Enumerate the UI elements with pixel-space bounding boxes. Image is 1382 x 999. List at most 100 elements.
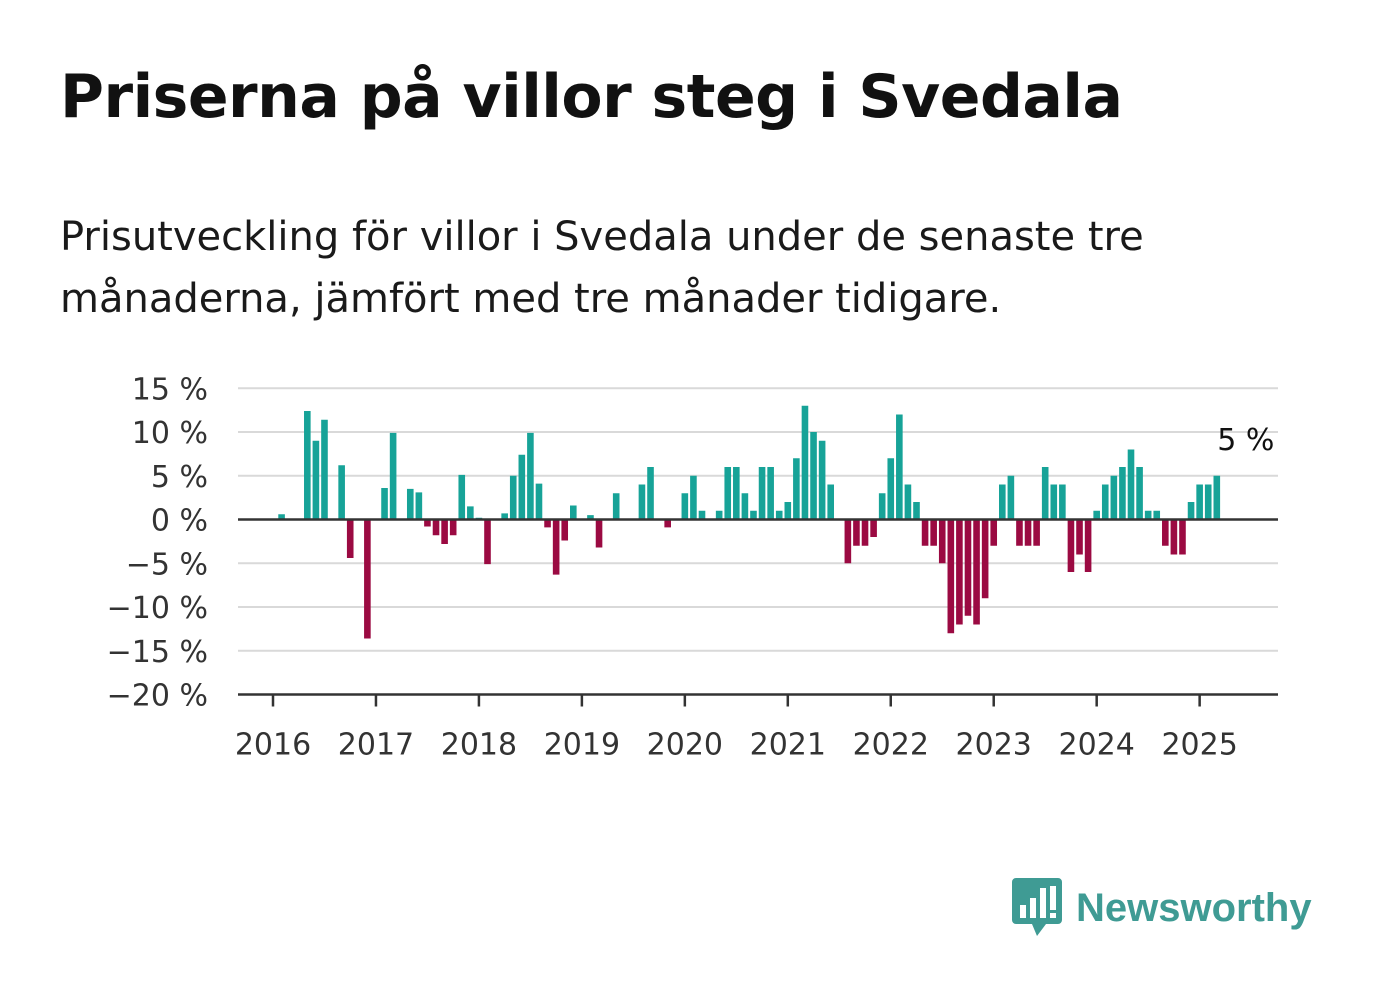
bar — [406, 488, 414, 520]
x-tick-label: 2017 — [338, 728, 414, 763]
bar — [1153, 510, 1161, 520]
bar — [1144, 510, 1152, 520]
bar — [389, 432, 397, 520]
bar — [1033, 519, 1040, 546]
bar — [724, 467, 732, 520]
bar — [424, 519, 431, 527]
axes — [238, 518, 1278, 707]
bar — [741, 493, 749, 520]
bar — [827, 484, 834, 520]
bar — [715, 510, 723, 520]
bar — [501, 513, 508, 520]
bar — [767, 467, 774, 520]
bar — [1067, 519, 1075, 572]
bar — [698, 510, 706, 520]
bar — [278, 514, 285, 520]
bar — [844, 519, 852, 564]
bar — [1170, 519, 1178, 555]
bar — [1050, 484, 1058, 520]
bar — [981, 519, 989, 599]
y-tick-label: −20 % — [107, 679, 208, 714]
x-tick-label: 2021 — [750, 728, 826, 763]
bar — [973, 519, 980, 625]
bar — [415, 492, 423, 520]
bar — [449, 519, 457, 536]
bar — [930, 519, 937, 546]
bar — [938, 519, 946, 564]
bar — [1016, 519, 1023, 546]
bar — [518, 454, 526, 520]
y-tick-label: 10 % — [132, 416, 208, 451]
bar — [947, 519, 955, 634]
bar — [312, 440, 320, 520]
x-tick-label: 2023 — [956, 728, 1032, 763]
bar — [1187, 502, 1195, 520]
bar — [509, 475, 517, 520]
bar — [793, 458, 800, 520]
bar — [921, 519, 929, 546]
bar — [1204, 484, 1212, 520]
bar — [690, 475, 697, 520]
bar — [1007, 475, 1015, 520]
bar — [595, 519, 603, 548]
bar — [681, 493, 689, 520]
y-tick-label: −5 % — [126, 547, 208, 582]
bar — [775, 510, 783, 520]
bar — [1041, 467, 1049, 520]
bar — [999, 484, 1006, 520]
bar — [758, 467, 766, 520]
bar — [535, 483, 543, 520]
newsworthy-logo-icon — [1012, 878, 1062, 936]
last-value-annotation: 5 % — [1217, 423, 1274, 458]
bar — [1162, 519, 1169, 546]
bar — [733, 467, 740, 520]
bar — [904, 484, 912, 520]
bar — [801, 405, 809, 520]
bar — [870, 519, 877, 537]
bar — [1196, 484, 1203, 520]
bar — [1127, 449, 1135, 520]
bar — [587, 515, 594, 520]
bar — [1101, 484, 1109, 520]
chart-subtitle: Prisutveckling för villor i Svedala unde… — [60, 214, 1144, 322]
bar — [458, 474, 466, 520]
bar — [878, 493, 886, 520]
x-tick-labels: 2016 2017 2018 2019 2020 2021 2022 2023 2024 2025 — [235, 728, 1238, 763]
bar — [818, 440, 826, 520]
bar — [1076, 519, 1083, 555]
x-tick-label: 2018 — [441, 728, 517, 763]
x-tick-label: 2022 — [853, 728, 929, 763]
brand-logo: Newsworthy — [1010, 876, 1312, 940]
bar — [432, 519, 440, 536]
bar — [570, 505, 577, 520]
bar — [304, 411, 311, 520]
bar — [338, 465, 345, 520]
brand-name: Newsworthy — [1076, 885, 1312, 930]
y-tick-label: 5 % — [151, 460, 208, 495]
y-tick-label: 0 % — [151, 504, 208, 539]
bar — [810, 432, 817, 520]
x-tick-label: 2019 — [544, 728, 620, 763]
bar — [861, 519, 869, 546]
bar — [381, 488, 388, 520]
bar — [896, 414, 903, 520]
bar — [484, 519, 491, 565]
bar — [1179, 519, 1186, 555]
bar — [321, 419, 328, 520]
bar — [1024, 519, 1032, 546]
bar — [364, 519, 371, 639]
bar — [1093, 510, 1100, 520]
bars — [278, 405, 1221, 639]
x-tick-label: 2025 — [1161, 728, 1237, 763]
bar — [784, 502, 792, 520]
bar — [346, 519, 354, 558]
y-tick-label: −10 % — [107, 591, 208, 626]
bar — [467, 506, 474, 520]
bar — [1136, 467, 1143, 520]
bar — [664, 519, 671, 528]
bar — [1059, 484, 1066, 520]
bar — [544, 519, 551, 528]
bar — [887, 458, 895, 520]
y-tick-label: −15 % — [107, 635, 208, 670]
